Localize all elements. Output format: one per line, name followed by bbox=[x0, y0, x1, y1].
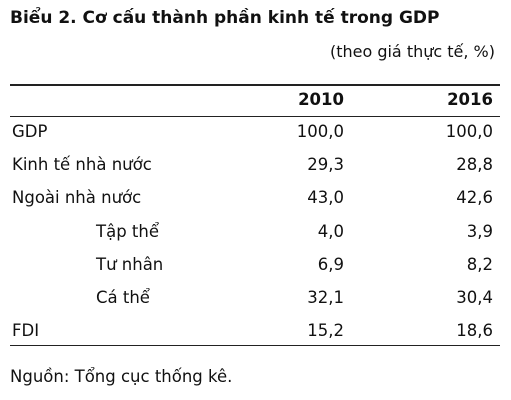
cell-value: 3,9 bbox=[466, 221, 493, 241]
bottom-rule bbox=[10, 345, 500, 346]
row-label: FDI bbox=[12, 321, 40, 341]
cell-value: 29,3 bbox=[307, 155, 344, 175]
row-label: Tư nhân bbox=[96, 254, 164, 274]
cell-value: 15,2 bbox=[307, 321, 344, 341]
cell-value: 6,9 bbox=[317, 254, 344, 274]
cell-value: 43,0 bbox=[307, 188, 344, 208]
cell-value: 4,0 bbox=[317, 221, 344, 241]
table-subtitle: (theo giá thực tế, %) bbox=[329, 42, 495, 61]
cell-value: 30,4 bbox=[456, 288, 493, 307]
cell-value: 8,2 bbox=[466, 254, 493, 274]
row-label: Cá thể bbox=[96, 288, 150, 307]
source-note: Nguồn: Tổng cục thống kê. bbox=[10, 367, 233, 386]
column-header: 2016 bbox=[447, 90, 493, 109]
cell-value: 42,6 bbox=[456, 188, 493, 208]
cell-value: 32,1 bbox=[307, 288, 344, 307]
table-title: Biểu 2. Cơ cấu thành phần kinh tế trong … bbox=[10, 8, 440, 28]
cell-value: 28,8 bbox=[456, 155, 493, 175]
column-header: 2010 bbox=[298, 90, 344, 109]
cell-value: 100,0 bbox=[445, 122, 493, 141]
header-rule bbox=[10, 116, 500, 117]
top-rule bbox=[10, 84, 500, 86]
cell-value: 18,6 bbox=[456, 321, 493, 341]
row-label: GDP bbox=[12, 122, 48, 141]
row-label: Ngoài nhà nước bbox=[12, 188, 142, 208]
row-label: Tập thể bbox=[96, 221, 159, 241]
row-label: Kinh tế nhà nước bbox=[12, 155, 152, 175]
cell-value: 100,0 bbox=[296, 122, 344, 141]
